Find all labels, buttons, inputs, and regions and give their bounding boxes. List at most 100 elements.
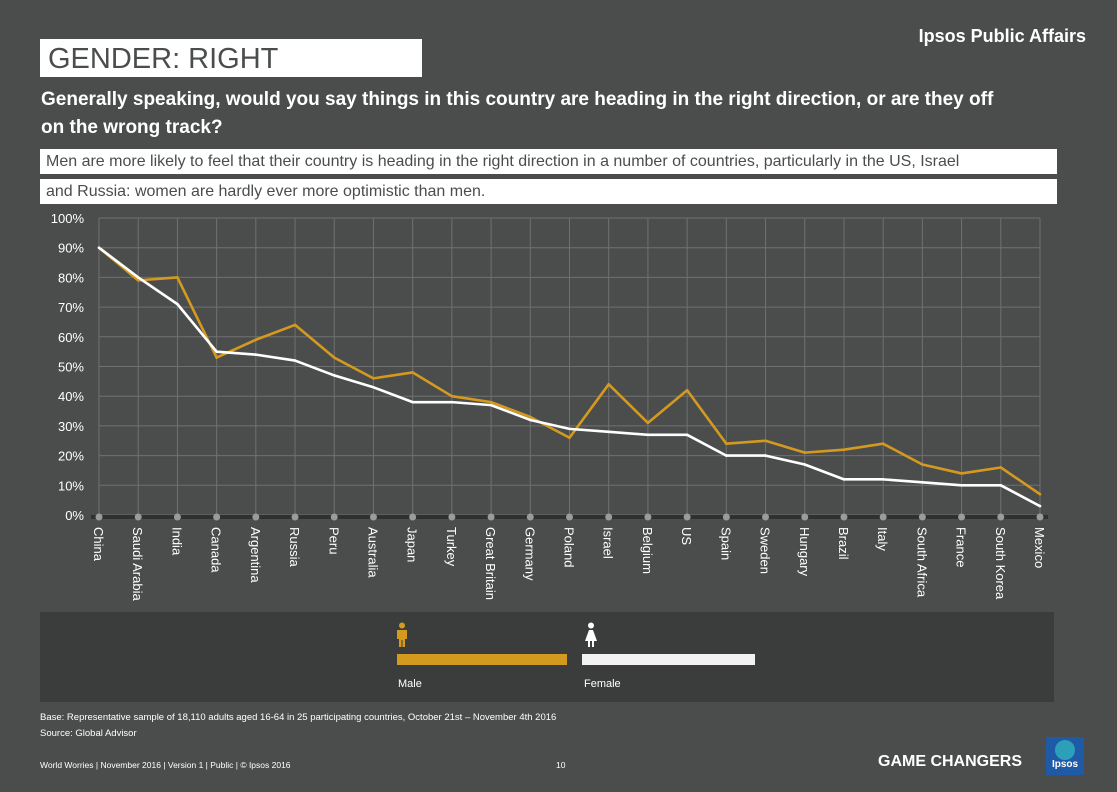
y-tick-label: 20% (58, 449, 84, 464)
male-data-point (960, 472, 963, 475)
male-data-point (372, 377, 375, 380)
survey-question: Generally speaking, would you say things… (41, 89, 994, 138)
female-data-point (607, 430, 611, 434)
male-legend-label: Male (398, 678, 422, 690)
y-tick-label: 100% (51, 211, 85, 226)
y-tick-label: 70% (58, 300, 84, 315)
male-data-point (764, 439, 767, 443)
base-footnote: Base: Representative sample of 18,110 ad… (40, 712, 557, 723)
male-data-point (254, 338, 258, 342)
female-data-point (1038, 504, 1042, 508)
male-data-point (725, 442, 728, 446)
male-data-point (921, 463, 924, 466)
x-axis-dot (291, 513, 299, 521)
y-tick-label: 50% (58, 360, 84, 375)
y-tick-label: 80% (58, 270, 84, 285)
male-data-point (1038, 492, 1042, 496)
x-axis-dot (369, 513, 377, 521)
female-data-point (764, 454, 767, 457)
x-tick-label: Canada (209, 527, 224, 573)
x-axis-dot (918, 513, 926, 521)
female-data-point (293, 359, 297, 362)
x-axis-dot (644, 513, 652, 521)
x-axis-dot (330, 513, 338, 521)
male-data-point (999, 466, 1003, 469)
page-title: GENDER: RIGHT DIRECTION (40, 39, 422, 115)
female-legend-swatch (582, 654, 755, 665)
y-tick-label: 90% (58, 241, 84, 256)
x-axis-dot (487, 513, 495, 521)
male-data-point (411, 371, 414, 374)
female-data-point (881, 478, 885, 481)
x-axis-dot (566, 513, 573, 521)
x-axis-dot (213, 513, 221, 521)
x-tick-label: Italy (875, 527, 890, 551)
x-axis-dot (173, 513, 181, 521)
x-tick-label: Australia (365, 527, 380, 578)
insight-line-2: and Russia: women are hardly ever more o… (40, 179, 1057, 204)
x-axis-dot (840, 513, 848, 521)
female-data-point (332, 374, 336, 377)
x-axis-dot (134, 513, 142, 521)
male-data-point (136, 279, 140, 282)
male-data-point (842, 448, 846, 451)
x-axis-dot (997, 513, 1005, 521)
x-tick-label: US (679, 527, 694, 545)
female-legend-label: Female (584, 678, 621, 690)
male-data-point (489, 400, 493, 404)
x-axis-dot (958, 513, 966, 521)
male-person-icon (397, 622, 407, 647)
female-data-point (411, 400, 414, 404)
female-data-point (960, 484, 963, 487)
female-data-point (568, 427, 571, 431)
male-data-point (685, 388, 689, 392)
male-data-point (450, 394, 454, 398)
male-data-point (332, 356, 336, 359)
x-tick-label: Sweden (758, 527, 773, 574)
x-tick-label: Hungary (797, 527, 812, 577)
female-data-point (372, 385, 375, 389)
female-data-point (489, 403, 493, 407)
female-data-point (999, 484, 1003, 487)
x-tick-label: Russia (287, 527, 302, 568)
x-tick-label: Poland (562, 527, 577, 567)
x-axis-dot (762, 513, 770, 521)
female-data-point (136, 276, 140, 279)
male-data-point (881, 442, 885, 446)
x-tick-label: Turkey (444, 527, 459, 567)
x-axis-dot (605, 513, 613, 521)
female-data-point (725, 454, 728, 457)
y-tick-label: 0% (65, 508, 84, 523)
x-axis-dot (722, 513, 730, 521)
line-chart: 0% 10% 20% 30% 40% 50% 60% 70% 80% 90% 100% China Sa… (51, 211, 1048, 601)
female-data-point (215, 350, 218, 353)
male-data-point (176, 276, 179, 279)
male-data-point (607, 383, 611, 386)
x-tick-label: Great Britain (483, 527, 498, 600)
x-axis-dot (683, 513, 691, 521)
male-data-point (646, 421, 650, 425)
x-tick-label: South Africa (914, 527, 929, 598)
female-data-point (685, 433, 689, 437)
x-axis-dot (409, 513, 417, 521)
female-data-point (254, 353, 258, 356)
male-data-point (568, 436, 571, 440)
y-tick-label: 60% (58, 330, 84, 345)
female-person-icon (585, 622, 597, 647)
female-data-point (528, 418, 532, 422)
male-data-point (293, 323, 297, 327)
x-axis-dot (879, 513, 887, 521)
male-legend-swatch (397, 654, 567, 665)
x-tick-label: Spain (718, 527, 733, 560)
female-data-point (921, 481, 924, 484)
male-data-point (215, 356, 218, 359)
x-axis-dot (801, 513, 809, 521)
x-tick-label: Mexico (1032, 527, 1047, 568)
x-tick-label: Germany (522, 527, 537, 581)
male-data-point (803, 451, 807, 454)
brand-name: Ipsos Public Affairs (918, 26, 1086, 46)
x-axis-dot (448, 513, 456, 521)
x-tick-label: Belgium (640, 527, 655, 574)
tagline: GAME CHANGERS (878, 753, 1023, 770)
footer-info: World Worries | November 2016 | Version … (40, 760, 291, 770)
